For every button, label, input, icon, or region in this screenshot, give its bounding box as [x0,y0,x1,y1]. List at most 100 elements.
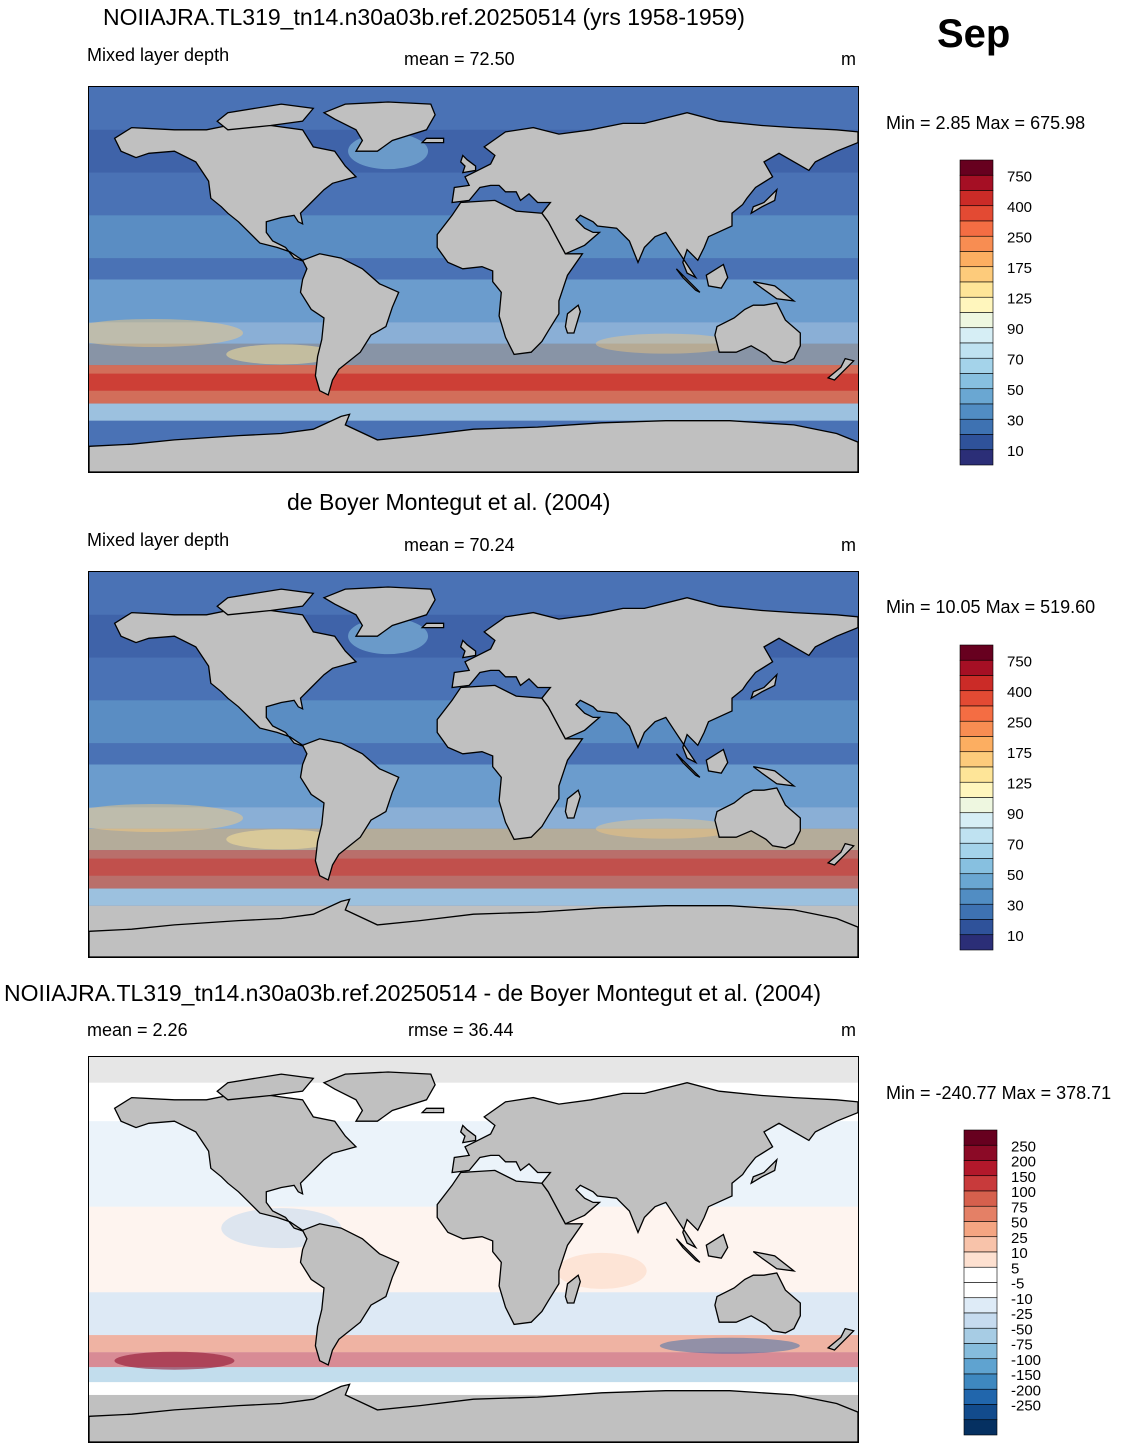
colorbar-tick-label: 250 [1007,229,1032,246]
colorbar-tick-label: 750 [1007,653,1032,670]
colorbar-swatch [959,919,994,936]
colorbar-tick-label: 175 [1007,260,1032,277]
land-mass [705,748,729,774]
land-mass [714,302,801,364]
colorbar-swatch [963,1251,998,1268]
panel1-units-label: m [841,49,856,69]
colorbar-swatch [959,342,994,359]
ocean-band [89,1335,858,1353]
colorbar-swatch [959,403,994,420]
panel2-title: de Boyer Montegut et al. (2004) [287,489,611,515]
panel1-colorbar: 750 400 250 175 125 90 70 50 30 10 [959,159,1080,466]
colorbar-swatch [959,675,994,692]
land-mass [564,1274,581,1304]
colorbar-tick-label: 400 [1007,199,1032,216]
colorbar-tick-label: -50 [1011,1321,1033,1338]
land-mass [752,765,797,787]
land-mass [826,842,855,866]
land-mass [299,1223,400,1366]
land-mass [322,1071,436,1122]
colorbar-tick-label: 10 [1011,1245,1028,1262]
colorbar-swatch [959,418,994,435]
land-mass [420,622,445,629]
colorbar-swatch [959,705,994,722]
colorbar-swatch [959,903,994,920]
colorbar-tick-label: 10 [1007,928,1024,945]
land-mass [750,187,778,215]
colorbar-swatch [959,434,994,451]
panel2-colorbar: 750 400 250 175 125 90 70 50 30 10 [959,644,1080,951]
panel1-map [88,86,859,473]
ocean-feature [226,344,337,365]
land-mass [714,787,801,849]
colorbar-swatch [959,220,994,237]
colorbar-swatch [963,1221,998,1238]
colorbar-swatch [963,1388,998,1405]
colorbar-swatch [963,1205,998,1222]
ocean-band [89,858,858,876]
colorbar-swatch [963,1190,998,1207]
colorbar-tick-label: 25 [1011,1230,1028,1247]
ocean-feature [595,818,736,839]
panel3-mean-label: mean = 2.26 [87,1020,188,1040]
land-mass [436,1169,584,1326]
colorbar-swatch [959,327,994,344]
panel1-left-label: Mixed layer depth [87,45,230,65]
colorbar-swatch [959,235,994,252]
panel2-mean-label: mean = 70.24 [404,535,515,555]
colorbar-swatch [963,1129,998,1146]
colorbar-tick-label: -200 [1011,1382,1041,1399]
ocean-feature [89,318,244,347]
colorbar-swatch [959,797,994,814]
ocean-feature [114,1351,235,1370]
land-mass [459,1124,477,1144]
land-mass [451,597,858,765]
colorbar-swatch [959,827,994,844]
colorbar-tick-label: 125 [1007,290,1032,307]
colorbar-tick-label: 70 [1007,836,1024,853]
land-mass [451,112,858,280]
colorbar-swatch [959,190,994,207]
colorbar-swatch [959,266,994,283]
colorbar-swatch [963,1419,998,1436]
colorbar-tick-label: 75 [1011,1199,1028,1216]
colorbar-swatch [963,1236,998,1253]
colorbar-tick-label: 10 [1007,443,1024,460]
land-mass [675,268,701,293]
colorbar-tick-label: -150 [1011,1367,1041,1384]
colorbar-tick-label: 400 [1007,684,1032,701]
panel3-colorbar: 250 200 150 100 75 50 25 10 5 -5 -10 -25 -50 -75 -100-… [963,1129,1084,1436]
panel1-title: NOIIAJRA.TL319_tn14.n30a03b.ref.20250514… [103,4,745,30]
land-mass [89,413,858,472]
land-mass [826,1327,855,1351]
colorbar-swatch [959,858,994,875]
land-mass [216,1073,315,1101]
panel1-map-svg [89,87,858,472]
land-mass [705,263,729,289]
colorbar-swatch [959,312,994,329]
colorbar-swatch [959,388,994,405]
land-mass [216,103,315,131]
land-mass [750,1157,778,1185]
panel2-colorbar-svg: 750 400 250 175 125 90 70 50 30 10 [959,644,1032,951]
panel2-minmax: Min = 10.05 Max = 519.60 [886,597,1096,617]
colorbar-tick-label: 30 [1007,412,1024,429]
panel2-left-label: Mixed layer depth [87,530,230,550]
colorbar-swatch [959,766,994,783]
land-mass [89,898,858,957]
colorbar-swatch [959,720,994,737]
land-mass [752,1250,797,1272]
land-mass [113,1092,358,1234]
ocean-feature [659,1337,800,1354]
ocean-band [89,1367,858,1383]
ocean-band [89,807,858,829]
ocean-feature [595,333,736,354]
land-mass [705,1233,729,1259]
ocean-band [89,373,858,391]
colorbar-tick-label: -250 [1011,1398,1041,1415]
land-mass [826,357,855,381]
colorbar-swatch [959,736,994,753]
land-mass [216,588,315,616]
land-mass [420,1107,445,1114]
colorbar-swatch [963,1266,998,1283]
